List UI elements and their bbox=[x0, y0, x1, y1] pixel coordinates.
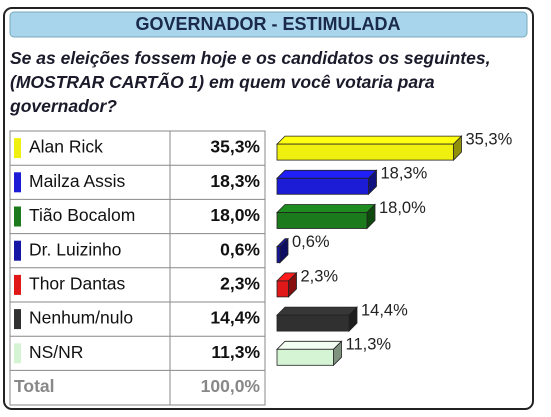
row-label: Tião Bocalom bbox=[29, 205, 135, 225]
bar-top bbox=[276, 169, 378, 179]
chart-title: GOVERNADOR - ESTIMULADA bbox=[136, 14, 401, 34]
data-label: 11,3% bbox=[346, 336, 392, 354]
legend-swatch bbox=[14, 309, 21, 330]
question: Se as eleições fossem hoje e os candidat… bbox=[10, 48, 491, 116]
bar-top bbox=[276, 135, 463, 145]
data-label: 35,3% bbox=[466, 130, 513, 148]
row-label: Mailza Assis bbox=[29, 171, 126, 191]
bar-top bbox=[276, 306, 358, 316]
bar bbox=[276, 246, 281, 264]
legend-swatch bbox=[14, 274, 21, 295]
row-label: Alan Rick bbox=[29, 137, 103, 157]
total-label: Total bbox=[14, 376, 55, 396]
row-label: Nenhum/nulo bbox=[29, 308, 133, 328]
row-value: 14,4% bbox=[210, 308, 260, 328]
legend-swatch bbox=[14, 138, 21, 159]
bar bbox=[276, 212, 368, 229]
bar-top bbox=[276, 204, 376, 213]
row-value: 18,3% bbox=[210, 171, 260, 191]
row-value: 35,3% bbox=[210, 137, 260, 157]
bar bbox=[276, 314, 350, 332]
bar-top bbox=[276, 340, 343, 350]
row-value: 2,3% bbox=[220, 274, 260, 294]
total-value: 100,0% bbox=[201, 376, 261, 396]
data-label: 18,3% bbox=[381, 165, 428, 183]
row-value: 18,0% bbox=[210, 205, 260, 225]
row-label: NS/NR bbox=[29, 342, 83, 362]
bar bbox=[276, 143, 454, 161]
data-label: 18,0% bbox=[379, 199, 426, 217]
legend-swatch bbox=[14, 172, 21, 193]
data-label: 2,3% bbox=[301, 267, 339, 285]
legend-swatch bbox=[14, 343, 21, 364]
bar bbox=[276, 280, 289, 298]
row-label: Dr. Luizinho bbox=[29, 239, 121, 259]
row-label: Thor Dantas bbox=[29, 274, 126, 294]
header-bar bbox=[9, 11, 528, 38]
data-label: 14,4% bbox=[361, 301, 408, 319]
row-value: 11,3% bbox=[211, 342, 260, 362]
question-box: Se as eleições fossem hoje e os candidat… bbox=[10, 48, 491, 116]
legend-swatch bbox=[14, 206, 21, 227]
data-label: 0,6% bbox=[292, 233, 330, 251]
row-value: 0,6% bbox=[220, 239, 260, 259]
legend-swatch bbox=[14, 240, 21, 261]
bar bbox=[276, 348, 334, 366]
bar bbox=[276, 177, 369, 195]
